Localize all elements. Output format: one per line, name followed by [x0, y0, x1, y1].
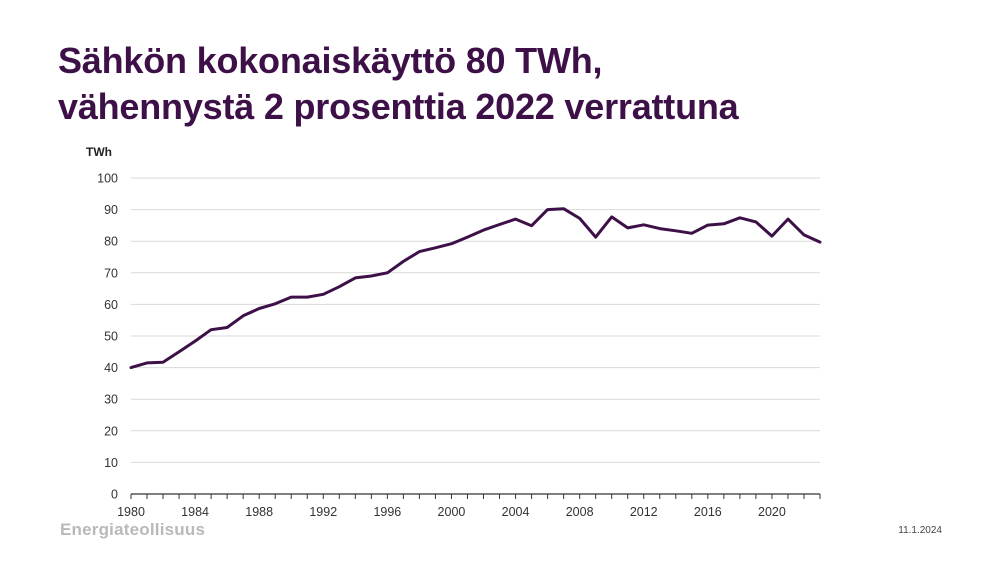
- x-tick-label: 1988: [245, 505, 273, 519]
- x-tick-label: 2012: [630, 505, 658, 519]
- y-tick-label: 20: [104, 424, 118, 438]
- series-line-consumption: [129, 207, 822, 370]
- slide-date: 11.1.2024: [898, 525, 942, 536]
- y-tick-label: 70: [104, 266, 118, 280]
- x-tick-label: 1992: [309, 505, 337, 519]
- y-tick-label: 40: [104, 361, 118, 375]
- y-tick-label: 10: [104, 456, 118, 470]
- y-tick-label: 100: [97, 172, 118, 186]
- y-tick-label: 60: [104, 298, 118, 312]
- x-tick-label: 2016: [694, 505, 722, 519]
- x-tick-label: 2020: [758, 505, 786, 519]
- x-tick-label: 2008: [566, 505, 594, 519]
- y-tick-label: 90: [104, 203, 118, 217]
- x-tick-label: 1980: [117, 505, 145, 519]
- x-tick-label: 1984: [181, 505, 209, 519]
- title-line-2: vähennystä 2 prosenttia 2022 verrattuna: [58, 86, 739, 127]
- y-axis-label: TWh: [86, 145, 112, 159]
- brand-logo: Energiateollisuus: [60, 520, 206, 539]
- y-tick-label: 80: [104, 235, 118, 249]
- x-tick-label: 2004: [502, 505, 530, 519]
- y-tick-label: 30: [104, 393, 118, 407]
- x-tick-label: 1996: [373, 505, 401, 519]
- y-tick-label: 0: [111, 488, 118, 502]
- x-tick-label: 2000: [438, 505, 466, 519]
- title-line-1: Sähkön kokonaiskäyttö 80 TWh,: [58, 40, 603, 81]
- slide-title: Sähkön kokonaiskäyttö 80 TWh, vähennystä…: [58, 38, 958, 130]
- y-tick-label: 50: [104, 330, 118, 344]
